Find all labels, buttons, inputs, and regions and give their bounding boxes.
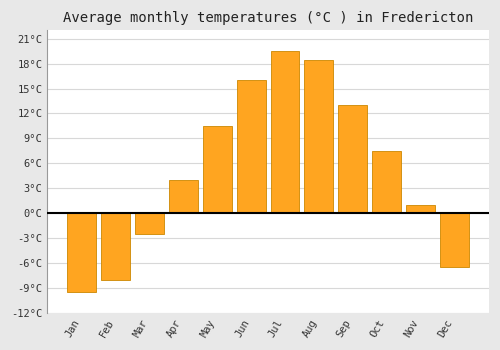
- Bar: [169, 180, 198, 213]
- Bar: [406, 205, 435, 213]
- Bar: [304, 60, 334, 213]
- Bar: [135, 213, 164, 234]
- Bar: [372, 151, 401, 213]
- Bar: [338, 105, 367, 213]
- Bar: [203, 126, 232, 213]
- Bar: [440, 213, 469, 267]
- Bar: [101, 213, 130, 280]
- Bar: [270, 51, 300, 213]
- Title: Average monthly temperatures (°C ) in Fredericton: Average monthly temperatures (°C ) in Fr…: [63, 11, 473, 25]
- Bar: [236, 80, 266, 213]
- Bar: [68, 213, 96, 292]
